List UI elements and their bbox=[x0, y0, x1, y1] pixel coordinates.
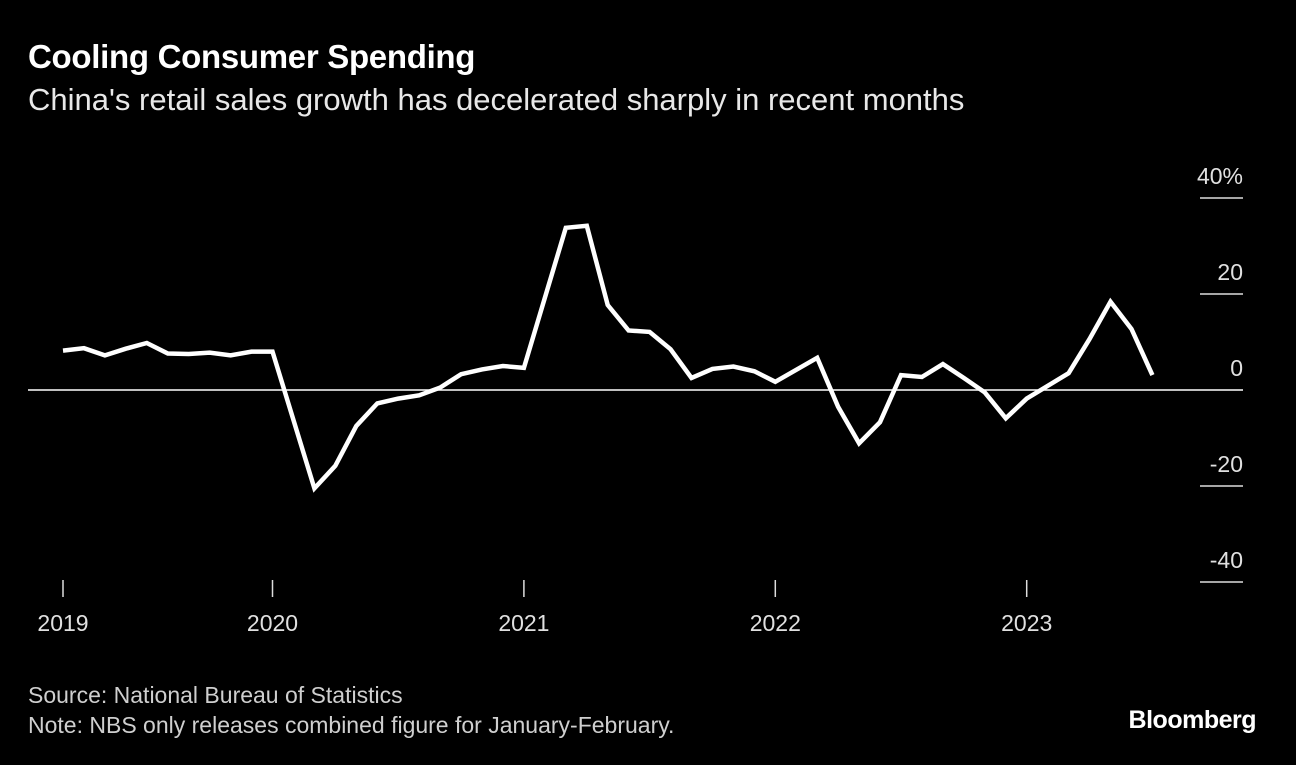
y-tick-label: 20 bbox=[1217, 259, 1243, 285]
footnote: Note: NBS only releases combined figure … bbox=[28, 712, 675, 738]
chart-title: Cooling Consumer Spending bbox=[28, 38, 476, 75]
y-tick-label: 0 bbox=[1230, 355, 1243, 381]
bloomberg-logo: Bloomberg bbox=[1128, 706, 1257, 734]
x-tick-label: 2022 bbox=[750, 610, 801, 636]
x-tick-label: 2021 bbox=[498, 610, 549, 636]
x-tick-label: 2020 bbox=[247, 610, 298, 636]
x-tick-label: 2019 bbox=[37, 610, 88, 636]
retail-sales-line bbox=[62, 223, 1155, 493]
source-note: Source: National Bureau of Statistics bbox=[28, 682, 403, 708]
chart-subtitle: China's retail sales growth has decelera… bbox=[28, 82, 965, 117]
y-tick-label: -20 bbox=[1210, 451, 1243, 477]
x-tick-label: 2023 bbox=[1001, 610, 1052, 636]
y-tick-label: 40% bbox=[1197, 163, 1243, 189]
y-tick-label: -40 bbox=[1210, 547, 1243, 573]
